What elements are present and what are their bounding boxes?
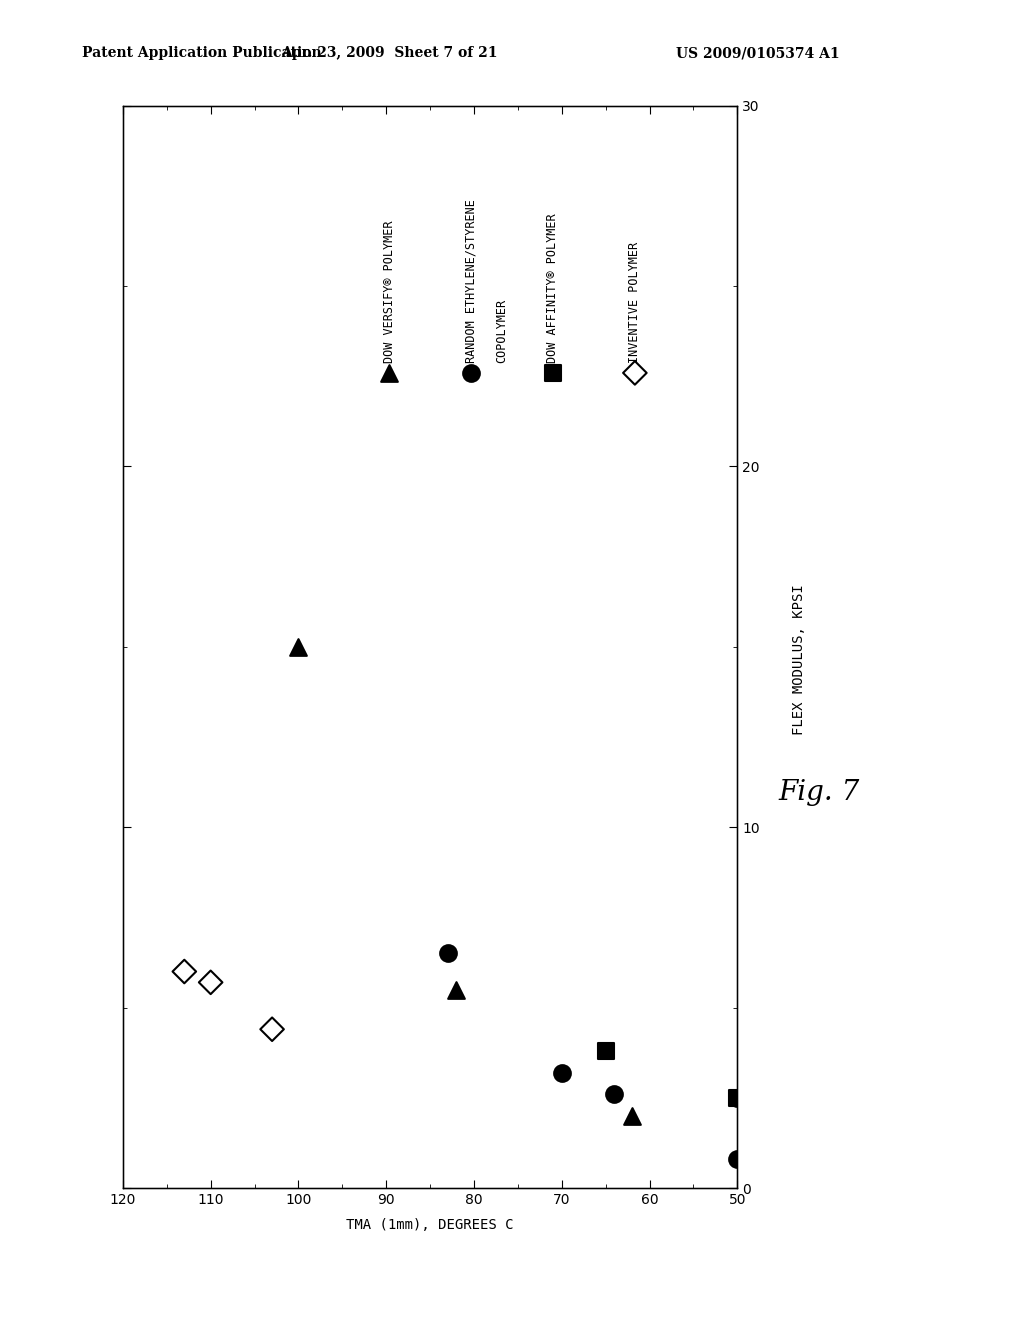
Point [439, 942, 456, 964]
Text: Apr. 23, 2009  Sheet 7 of 21: Apr. 23, 2009 Sheet 7 of 21 [281, 46, 498, 61]
Point [597, 1040, 613, 1061]
Point [606, 1084, 623, 1105]
Point [729, 1088, 745, 1109]
Point [176, 961, 193, 982]
Point [624, 1105, 640, 1126]
Point [545, 363, 561, 384]
Point [203, 972, 219, 993]
Text: US 2009/0105374 A1: US 2009/0105374 A1 [676, 46, 840, 61]
Point [729, 1148, 745, 1170]
Text: Patent Application Publication: Patent Application Publication [82, 46, 322, 61]
Text: DOW AFFINITY® POLYMER: DOW AFFINITY® POLYMER [547, 214, 559, 363]
Point [463, 363, 479, 384]
Text: DOW VERSIFY® POLYMER: DOW VERSIFY® POLYMER [383, 220, 395, 363]
Point [381, 363, 397, 384]
Point [264, 1019, 281, 1040]
Text: Fig. 7: Fig. 7 [778, 779, 860, 805]
Text: FLEX MODULUS, KPSI: FLEX MODULUS, KPSI [792, 585, 806, 735]
X-axis label: TMA (1mm), DEGREES C: TMA (1mm), DEGREES C [346, 1218, 514, 1232]
Point [449, 979, 465, 1001]
Text: COPOLYMER: COPOLYMER [496, 298, 508, 363]
Point [729, 1088, 745, 1109]
Point [290, 636, 306, 657]
Point [554, 1063, 570, 1084]
Point [627, 363, 643, 384]
Text: INVENTIVE POLYMER: INVENTIVE POLYMER [629, 242, 641, 363]
Text: RANDOM ETHYLENE/STYRENE: RANDOM ETHYLENE/STYRENE [465, 199, 477, 363]
